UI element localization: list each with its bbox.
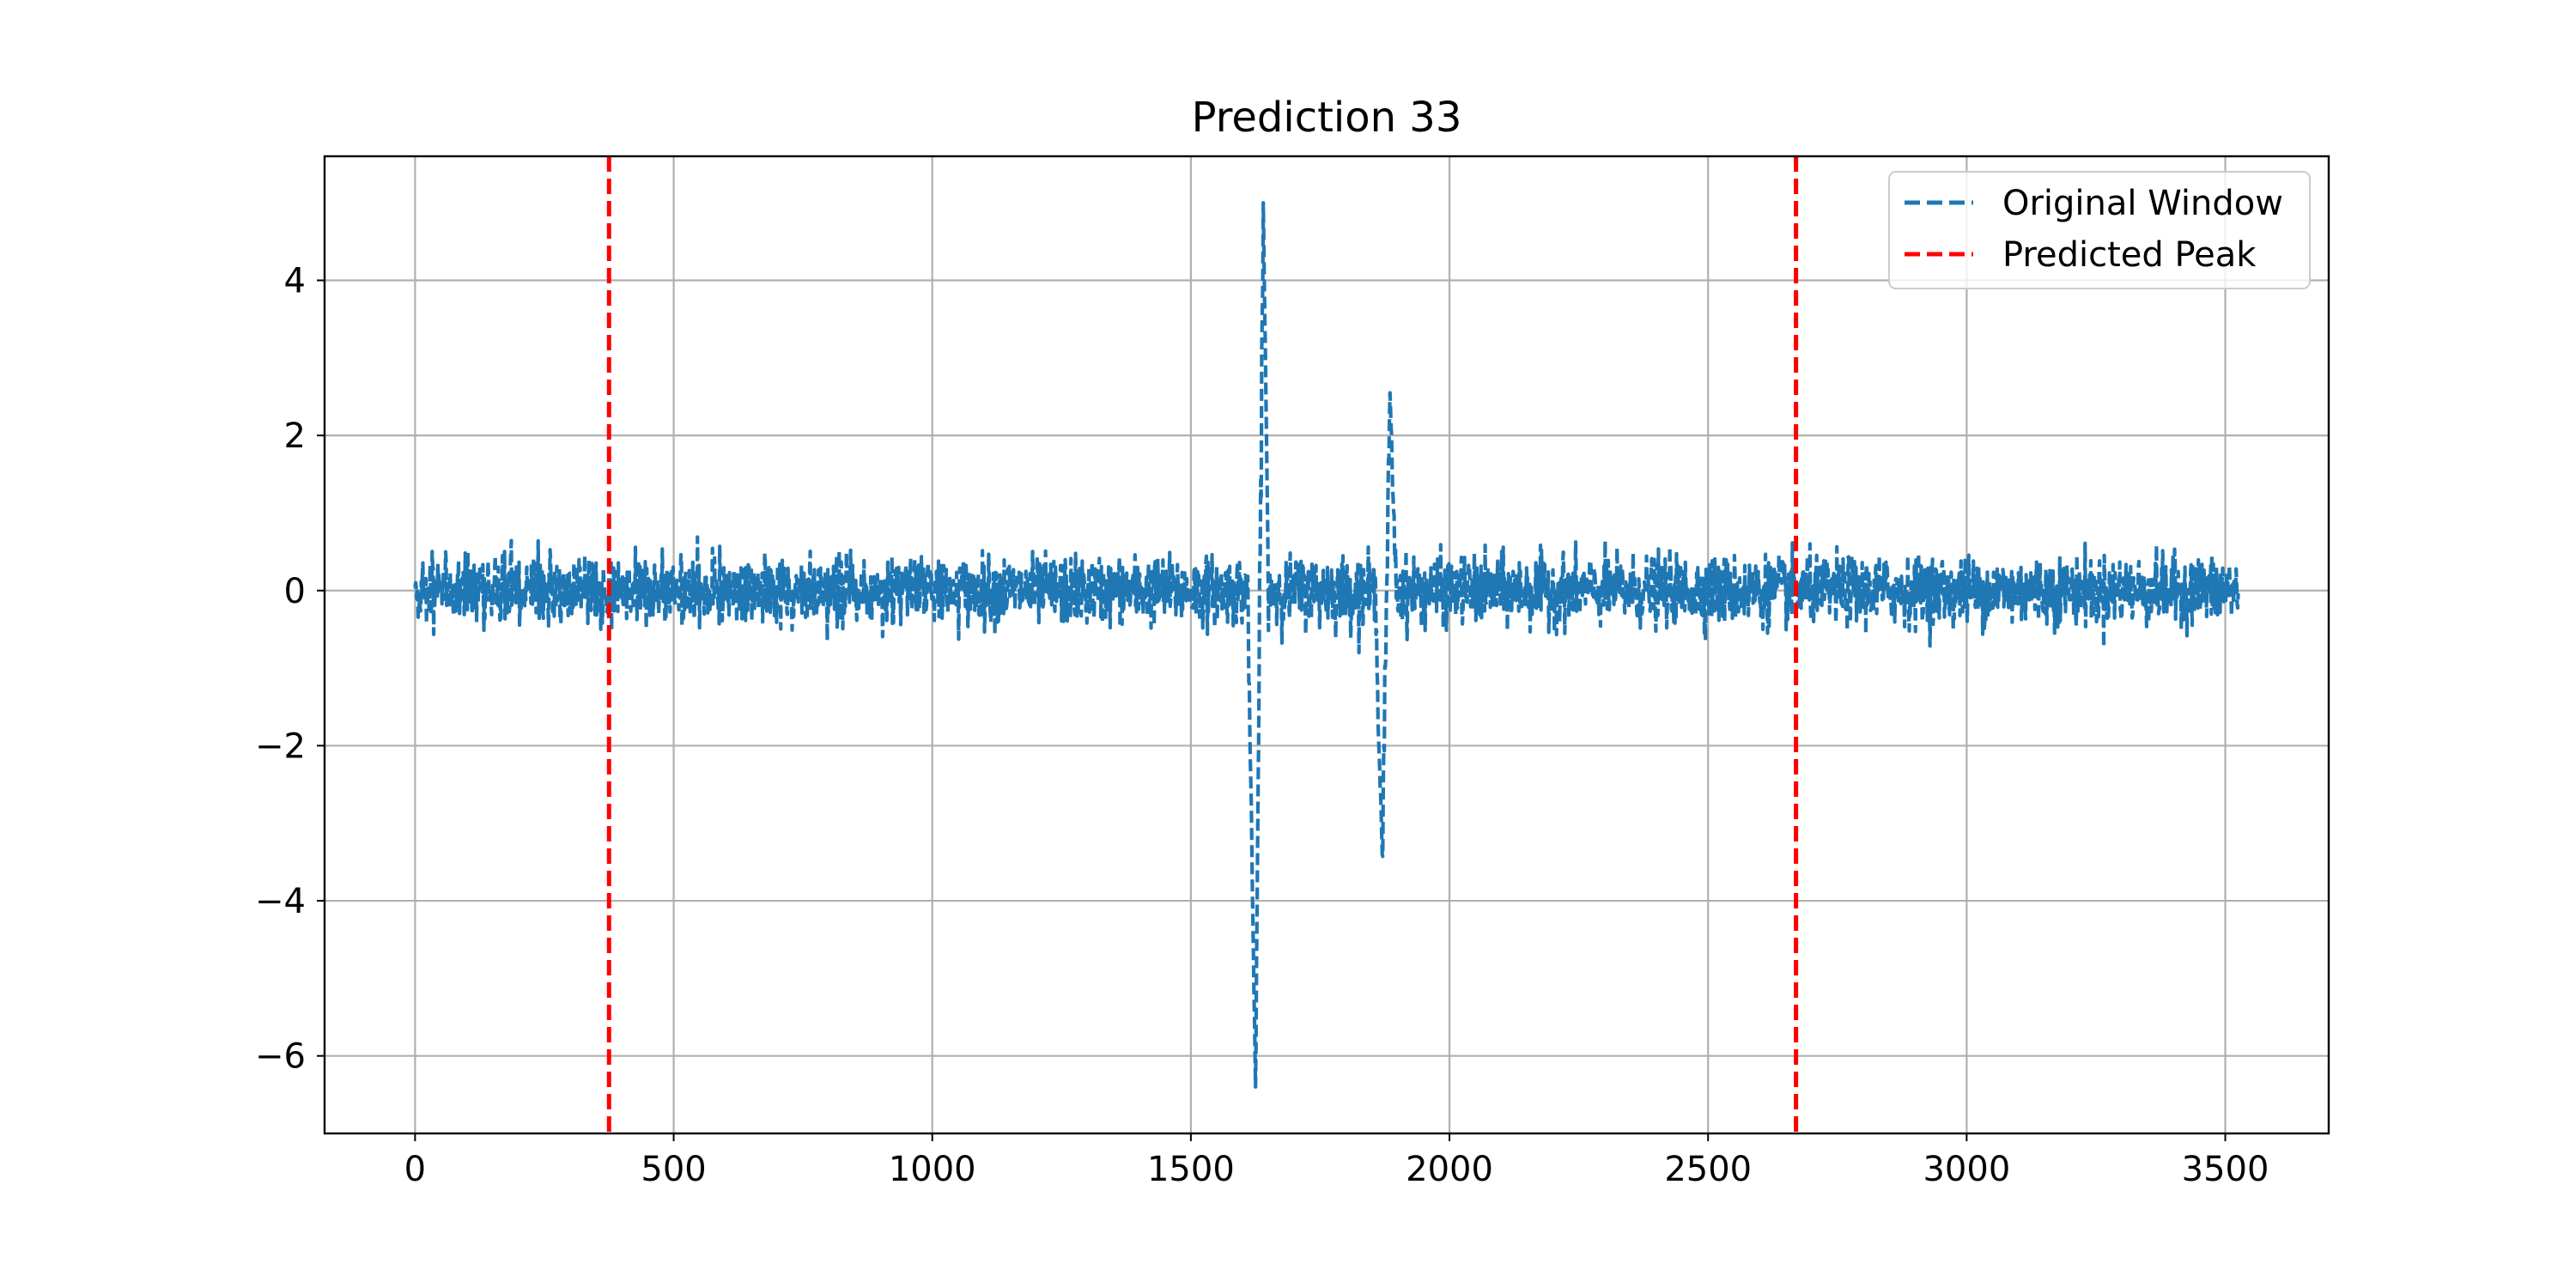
legend-box [1888,171,2311,289]
x-tick-label: 3500 [2182,1150,2269,1189]
y-tick-label: −2 [255,726,306,766]
x-tick-label: 2000 [1406,1150,1493,1189]
legend-label-predicted-peak: Predicted Peak [2002,235,2257,275]
legend: Original Window Predicted Peak [1888,171,2311,289]
y-tick-label: −6 [255,1037,306,1077]
y-axis: −6 −4 −2 0 2 4 [255,262,325,1077]
plot-frame [323,155,2330,1135]
chart-title: Prediction 33 [1192,94,1462,142]
x-tick-label: 500 [641,1150,706,1189]
x-tick-label: 0 [404,1150,426,1189]
x-tick-label: 1500 [1147,1150,1235,1189]
x-tick-label: 2500 [1664,1150,1752,1189]
y-tick-label: 0 [284,572,306,611]
y-tick-label: 4 [284,262,306,301]
series-layer [413,201,2240,1089]
legend-label-original-window: Original Window [2002,184,2283,223]
y-tick-label: −4 [255,882,306,921]
x-tick-label: 3000 [1923,1150,2010,1189]
x-axis: 0 500 1000 1500 2000 2500 3000 3500 [404,1133,2269,1189]
series-line-original-window [413,201,2240,1089]
x-tick-label: 1000 [889,1150,976,1189]
vertical-lines [606,156,1799,1133]
y-tick-label: 2 [284,416,306,456]
grid [325,156,2329,1133]
